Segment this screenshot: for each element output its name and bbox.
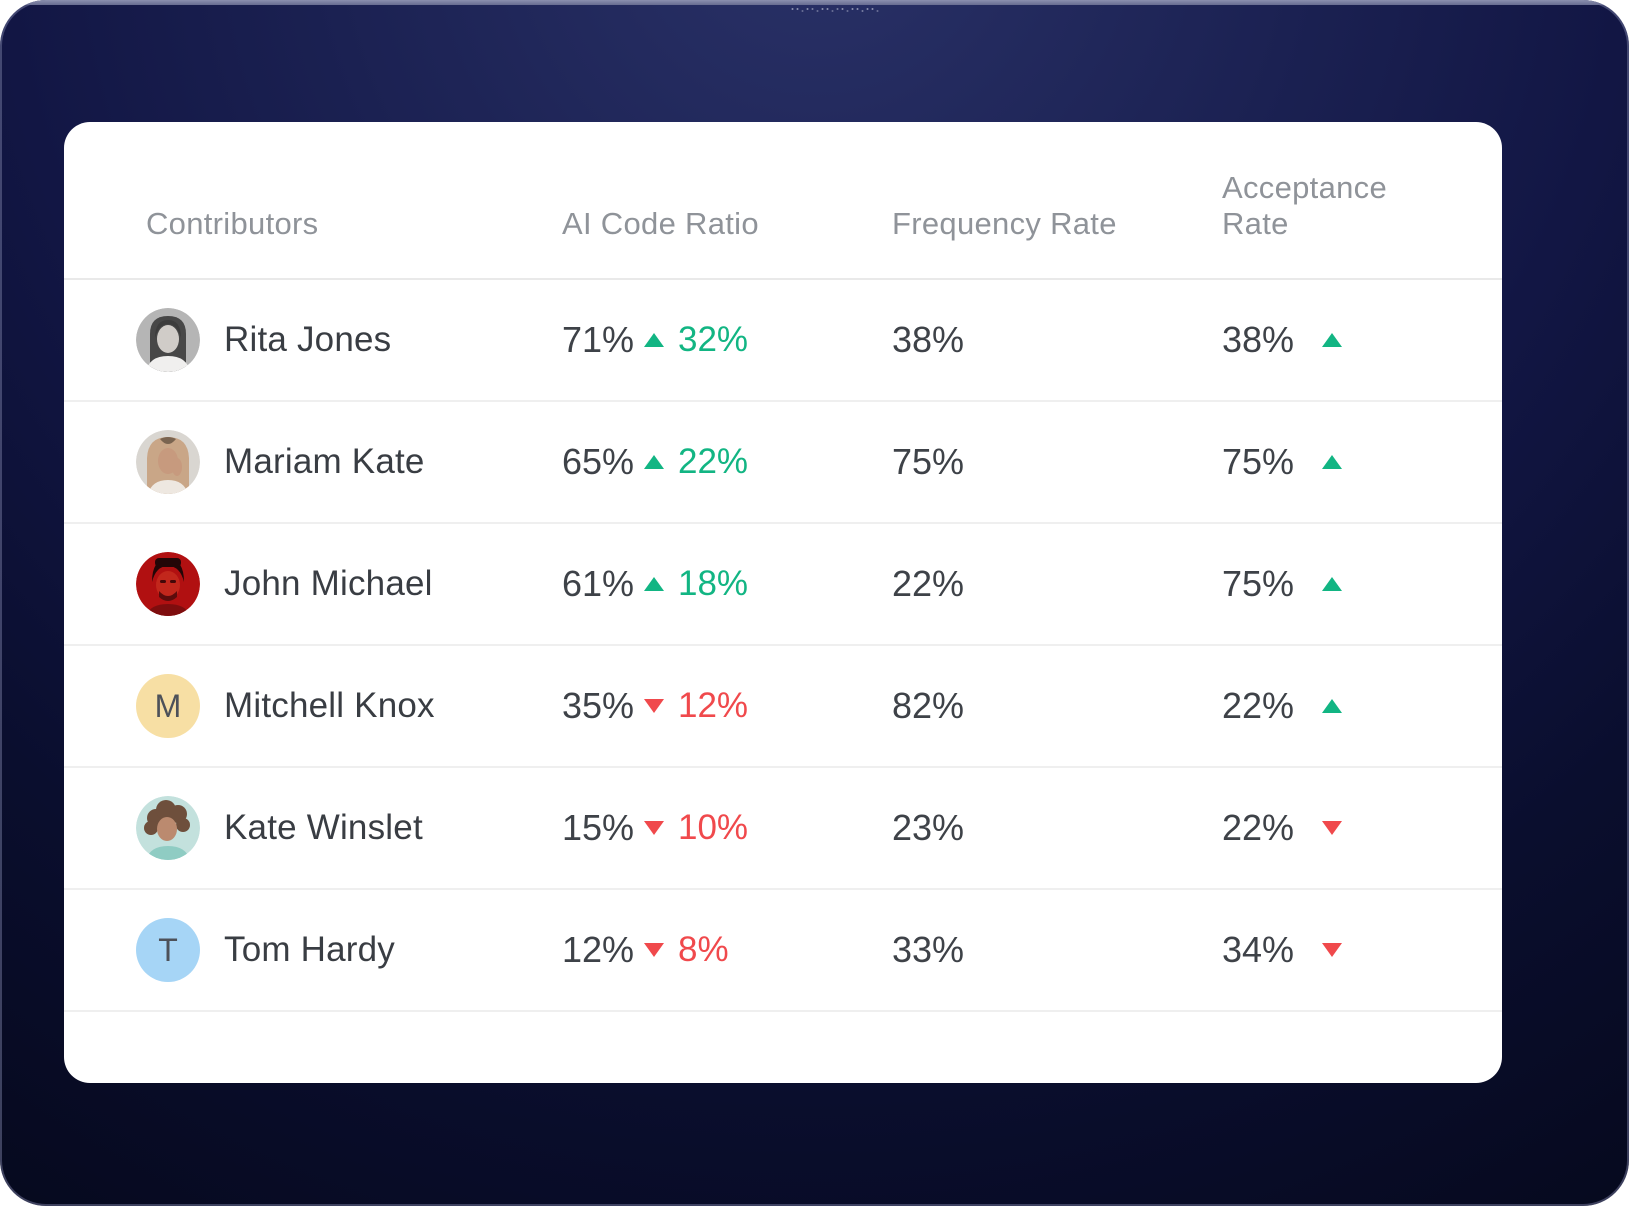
acceptance-rate-value: 34% — [1222, 929, 1295, 970]
ai-delta-value: 18% — [678, 564, 749, 603]
acceptance-rate-value: 75% — [1222, 563, 1295, 604]
ai-code-ratio-value: 71% — [562, 319, 635, 360]
frequency-rate-value: 33% — [892, 929, 965, 970]
table-row: T Tom Hardy 12% 8% 33% 34% — [64, 890, 1502, 1012]
acceptance-rate-value: 22% — [1222, 807, 1295, 848]
contributor-name: Mitchell Knox — [224, 686, 435, 725]
acceptance-rate-cell: 22% — [1222, 807, 1458, 849]
contributor-name: John Michael — [224, 564, 433, 603]
acceptance-rate-cell: 34% — [1222, 929, 1458, 971]
acceptance-rate-cell: 22% — [1222, 685, 1458, 727]
ai-code-ratio-value: 61% — [562, 563, 635, 604]
acceptance-rate-cell: 38% — [1222, 319, 1458, 361]
trend-icon — [644, 577, 664, 591]
frequency-rate-value: 82% — [892, 685, 965, 726]
contributor-name: Rita Jones — [224, 320, 392, 359]
trend-icon — [1322, 943, 1343, 957]
ai-code-ratio-value: 65% — [562, 441, 635, 482]
trend-icon — [644, 699, 664, 713]
table-header-row: Contributors AI Code Ratio Frequency Rat… — [64, 122, 1502, 280]
frequency-rate-cell: 22% — [892, 563, 1222, 605]
ai-code-ratio-cell: 71% 32% — [562, 319, 892, 361]
avatar-photo — [136, 308, 200, 372]
trend-icon — [1322, 455, 1343, 469]
contributor-cell: T Tom Hardy — [136, 918, 562, 982]
frequency-rate-cell: 38% — [892, 319, 1222, 361]
frequency-rate-cell: 75% — [892, 441, 1222, 483]
frequency-rate-value: 75% — [892, 441, 965, 482]
acceptance-rate-cell: 75% — [1222, 441, 1458, 483]
contributor-name: Mariam Kate — [224, 442, 425, 481]
acceptance-rate-cell: 75% — [1222, 563, 1458, 605]
contributor-cell: M Mitchell Knox — [136, 674, 562, 738]
frequency-rate-cell: 82% — [892, 685, 1222, 727]
table-row: Rita Jones 71% 32% 38% 38% — [64, 280, 1502, 402]
table-row: John Michael 61% 18% 22% 75% — [64, 524, 1502, 646]
trend-icon — [644, 943, 664, 957]
avatar-initial: M — [136, 674, 200, 738]
speaker-grille-icon — [791, 8, 878, 12]
frequency-rate-cell: 23% — [892, 807, 1222, 849]
avatar-photo — [136, 796, 200, 860]
trend-icon — [644, 333, 664, 347]
avatar-initial: T — [136, 918, 200, 982]
ai-code-ratio-cell: 12% 8% — [562, 929, 892, 971]
trend-icon — [644, 455, 664, 469]
contributors-table-card: Contributors AI Code Ratio Frequency Rat… — [64, 122, 1502, 1083]
column-header-ai-code-ratio: AI Code Ratio — [562, 206, 759, 241]
acceptance-rate-value: 75% — [1222, 441, 1295, 482]
trend-icon — [644, 821, 664, 835]
contributor-name: Tom Hardy — [224, 930, 396, 969]
column-header-frequency-rate: Frequency Rate — [892, 206, 1117, 241]
ai-code-ratio-cell: 65% 22% — [562, 441, 892, 483]
ai-code-ratio-value: 12% — [562, 929, 635, 970]
ai-code-ratio-cell: 15% 10% — [562, 807, 892, 849]
ai-delta-value: 32% — [678, 320, 749, 359]
contributor-cell: Rita Jones — [136, 308, 562, 372]
ai-code-ratio-cell: 61% 18% — [562, 563, 892, 605]
column-header-contributors: Contributors — [146, 206, 319, 241]
avatar-initial-letter: T — [158, 931, 178, 968]
table-row: Kate Winslet 15% 10% 23% 22% — [64, 768, 1502, 890]
acceptance-rate-value: 22% — [1222, 685, 1295, 726]
table-row: M Mitchell Knox 35% 12% 82% 22% — [64, 646, 1502, 768]
avatar-photo — [136, 552, 200, 616]
ai-delta-value: 8% — [678, 930, 729, 969]
frequency-rate-value: 38% — [892, 319, 965, 360]
table-row: Mariam Kate 65% 22% 75% 75% — [64, 402, 1502, 524]
contributor-cell: John Michael — [136, 552, 562, 616]
avatar-initial-letter: M — [154, 687, 182, 724]
ai-delta-value: 10% — [678, 808, 749, 847]
ai-code-ratio-value: 35% — [562, 685, 635, 726]
trend-icon — [1322, 699, 1343, 713]
ai-delta-value: 12% — [678, 686, 749, 725]
avatar-photo — [136, 430, 200, 494]
trend-icon — [1322, 333, 1343, 347]
frequency-rate-cell: 33% — [892, 929, 1222, 971]
contributor-cell: Mariam Kate — [136, 430, 562, 494]
contributor-cell: Kate Winslet — [136, 796, 562, 860]
frequency-rate-value: 23% — [892, 807, 965, 848]
trend-icon — [1322, 821, 1343, 835]
acceptance-rate-value: 38% — [1222, 319, 1295, 360]
contributor-name: Kate Winslet — [224, 808, 423, 847]
ai-code-ratio-value: 15% — [562, 807, 635, 848]
frequency-rate-value: 22% — [892, 563, 965, 604]
ai-code-ratio-cell: 35% 12% — [562, 685, 892, 727]
ai-delta-value: 22% — [678, 442, 749, 481]
trend-icon — [1322, 577, 1343, 591]
column-header-acceptance-rate: Acceptance Rate — [1222, 170, 1387, 241]
